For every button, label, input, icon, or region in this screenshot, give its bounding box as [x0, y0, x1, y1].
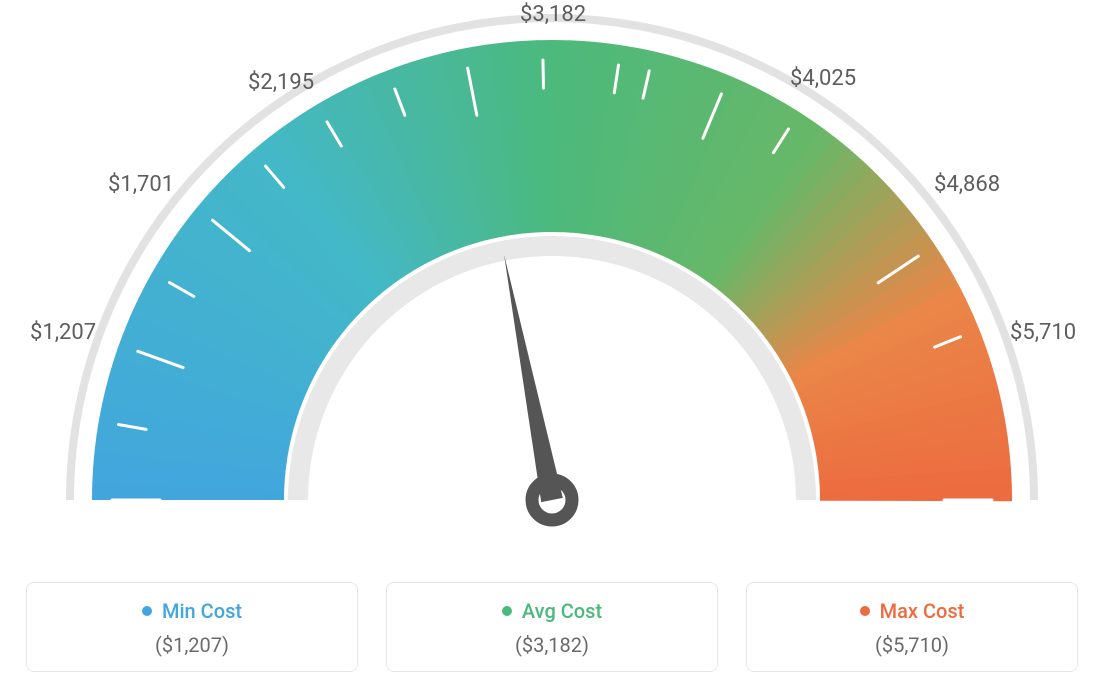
legend-title-avg: Avg Cost	[502, 599, 602, 623]
legend-row: Min Cost ($1,207) Avg Cost ($3,182) Max …	[0, 582, 1104, 672]
gauge-tick-label: $4,868	[934, 172, 1000, 197]
gauge-tick-label: $2,195	[248, 70, 314, 95]
legend-card-max: Max Cost ($5,710)	[746, 582, 1078, 672]
legend-label-avg: Avg Cost	[522, 599, 602, 623]
legend-value-min: ($1,207)	[37, 633, 347, 657]
gauge-tick-label: $1,207	[30, 320, 96, 345]
dot-icon	[502, 606, 512, 616]
dot-icon	[860, 606, 870, 616]
legend-title-max: Max Cost	[860, 599, 965, 623]
gauge-tick-label: $5,710	[1010, 320, 1076, 345]
cost-gauge-widget: $1,207 $1,701 $2,195 $3,182 $4,025 $4,868 $5,7…	[0, 0, 1104, 690]
dot-icon	[142, 606, 152, 616]
gauge-needle	[504, 255, 563, 502]
gauge-tick-label: $4,025	[790, 66, 856, 91]
legend-value-avg: ($3,182)	[397, 633, 707, 657]
legend-card-avg: Avg Cost ($3,182)	[386, 582, 718, 672]
legend-card-min: Min Cost ($1,207)	[26, 582, 358, 672]
gauge-tick-label: $3,182	[520, 2, 586, 27]
gauge-area: $1,207 $1,701 $2,195 $3,182 $4,025 $4,868 $5,7…	[0, 0, 1104, 560]
legend-label-max: Max Cost	[880, 599, 965, 623]
legend-title-min: Min Cost	[142, 599, 242, 623]
legend-value-max: ($5,710)	[757, 633, 1067, 657]
gauge-tick-label: $1,701	[108, 172, 174, 197]
legend-label-min: Min Cost	[162, 599, 242, 623]
gauge-colored-arc	[92, 40, 1012, 501]
gauge-svg	[0, 0, 1104, 560]
